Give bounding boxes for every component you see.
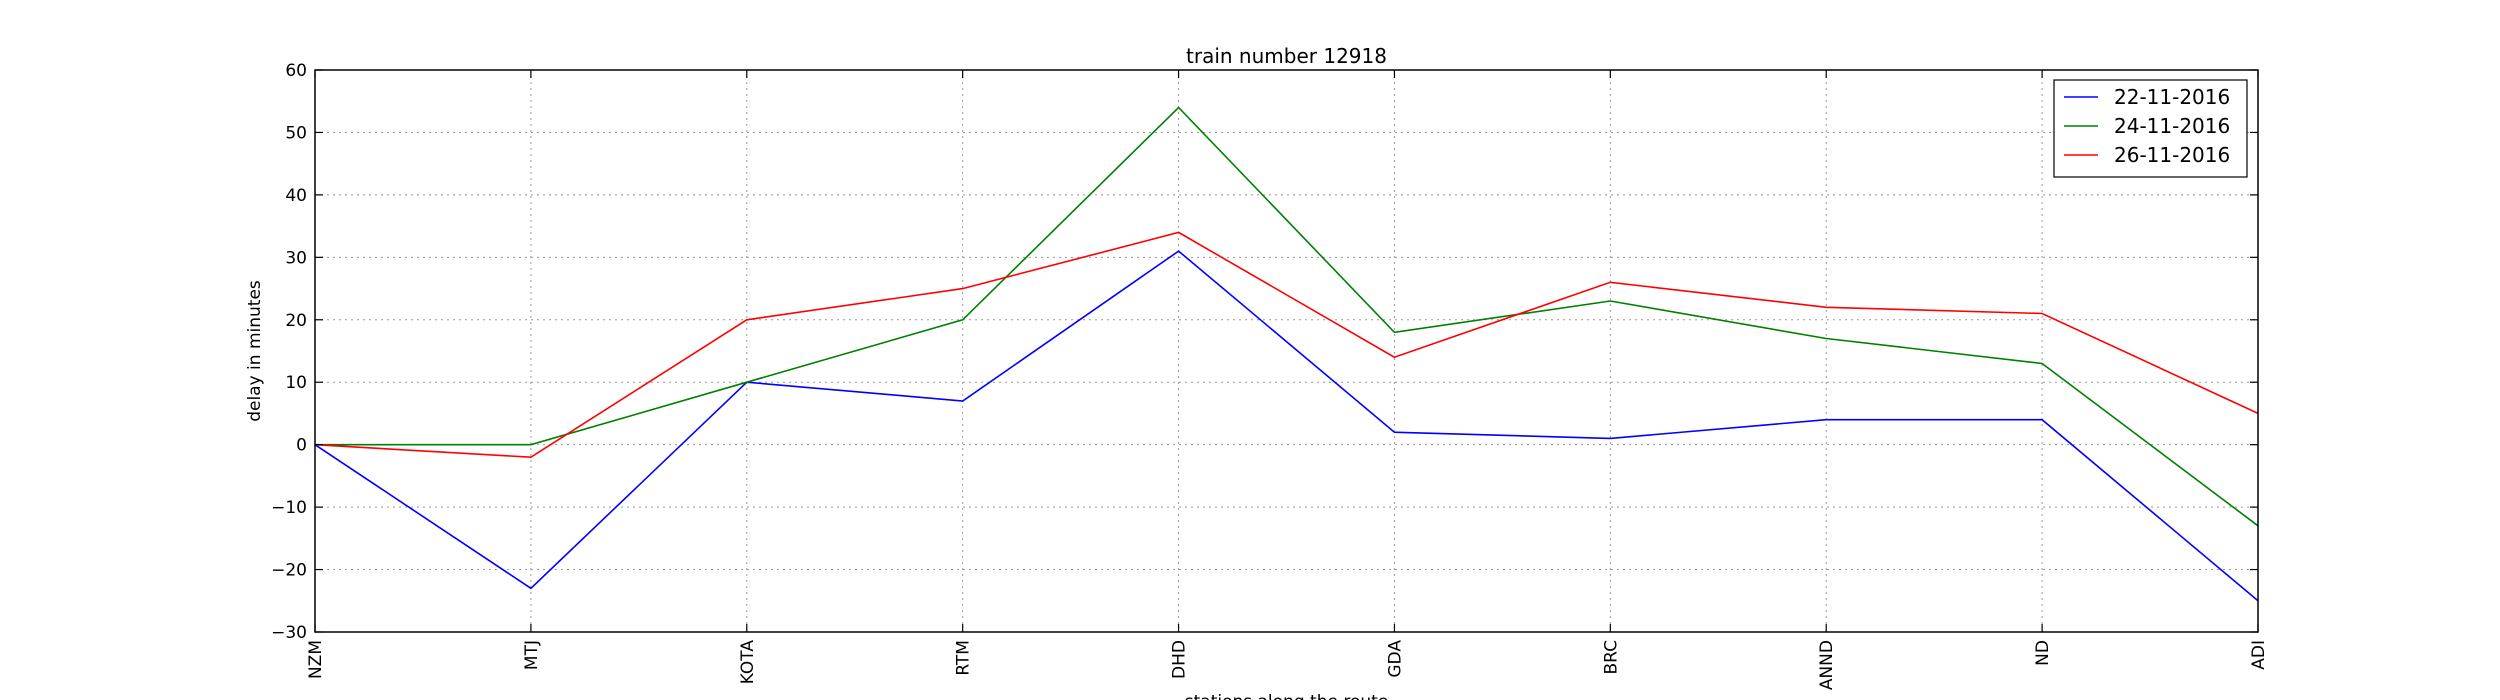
y-tick-label: −30 (271, 623, 307, 643)
x-tick-label: BRC (1601, 640, 1621, 675)
series-lines (314, 106, 2259, 602)
legend-label: 24-11-2016 (2114, 114, 2230, 138)
y-tick-label: 40 (285, 186, 307, 206)
y-tick-label: 60 (285, 61, 307, 81)
series-line-26-11-2016 (314, 231, 2259, 459)
x-tick-label: KOTA (738, 640, 758, 685)
x-tick-label: DHD (1170, 640, 1190, 679)
x-tick-label: ND (2033, 640, 2053, 666)
series-line-24-11-2016 (315, 106, 2259, 527)
y-tick-label: 50 (285, 123, 307, 143)
x-tick-label: ANND (1817, 640, 1837, 690)
x-axis-ticks: NZM MTJ KOTA RTM DHD GDA BRC ANND ND ADI (306, 70, 2269, 690)
y-tick-label: 10 (285, 373, 307, 393)
y-axis-ticks: −30 −20 −10 0 10 20 30 40 50 60 (271, 61, 2258, 643)
chart-title: train number 12918 (1186, 44, 1387, 68)
y-axis-label: delay in minutes (245, 280, 265, 422)
series-line-22-11-2016 (314, 250, 2259, 602)
x-tick-label: NZM (306, 640, 326, 679)
x-tick-label: GDA (1385, 640, 1405, 678)
y-tick-label: 30 (285, 248, 307, 268)
legend: 22-11-2016 24-11-2016 26-11-2016 (2053, 79, 2248, 178)
x-tick-label: RTM (954, 640, 974, 676)
x-tick-label: ADI (2249, 640, 2269, 670)
legend-label: 22-11-2016 (2114, 85, 2230, 109)
y-tick-label: −10 (271, 498, 307, 518)
x-axis-label: stations along the route (1185, 692, 1389, 700)
y-tick-label: −20 (271, 561, 307, 581)
y-tick-label: 0 (296, 436, 307, 456)
y-tick-label: 20 (285, 311, 307, 331)
x-tick-label: MTJ (522, 640, 542, 670)
plot-frame (314, 69, 2259, 633)
legend-box (2053, 79, 2248, 178)
legend-label: 26-11-2016 (2114, 143, 2230, 167)
